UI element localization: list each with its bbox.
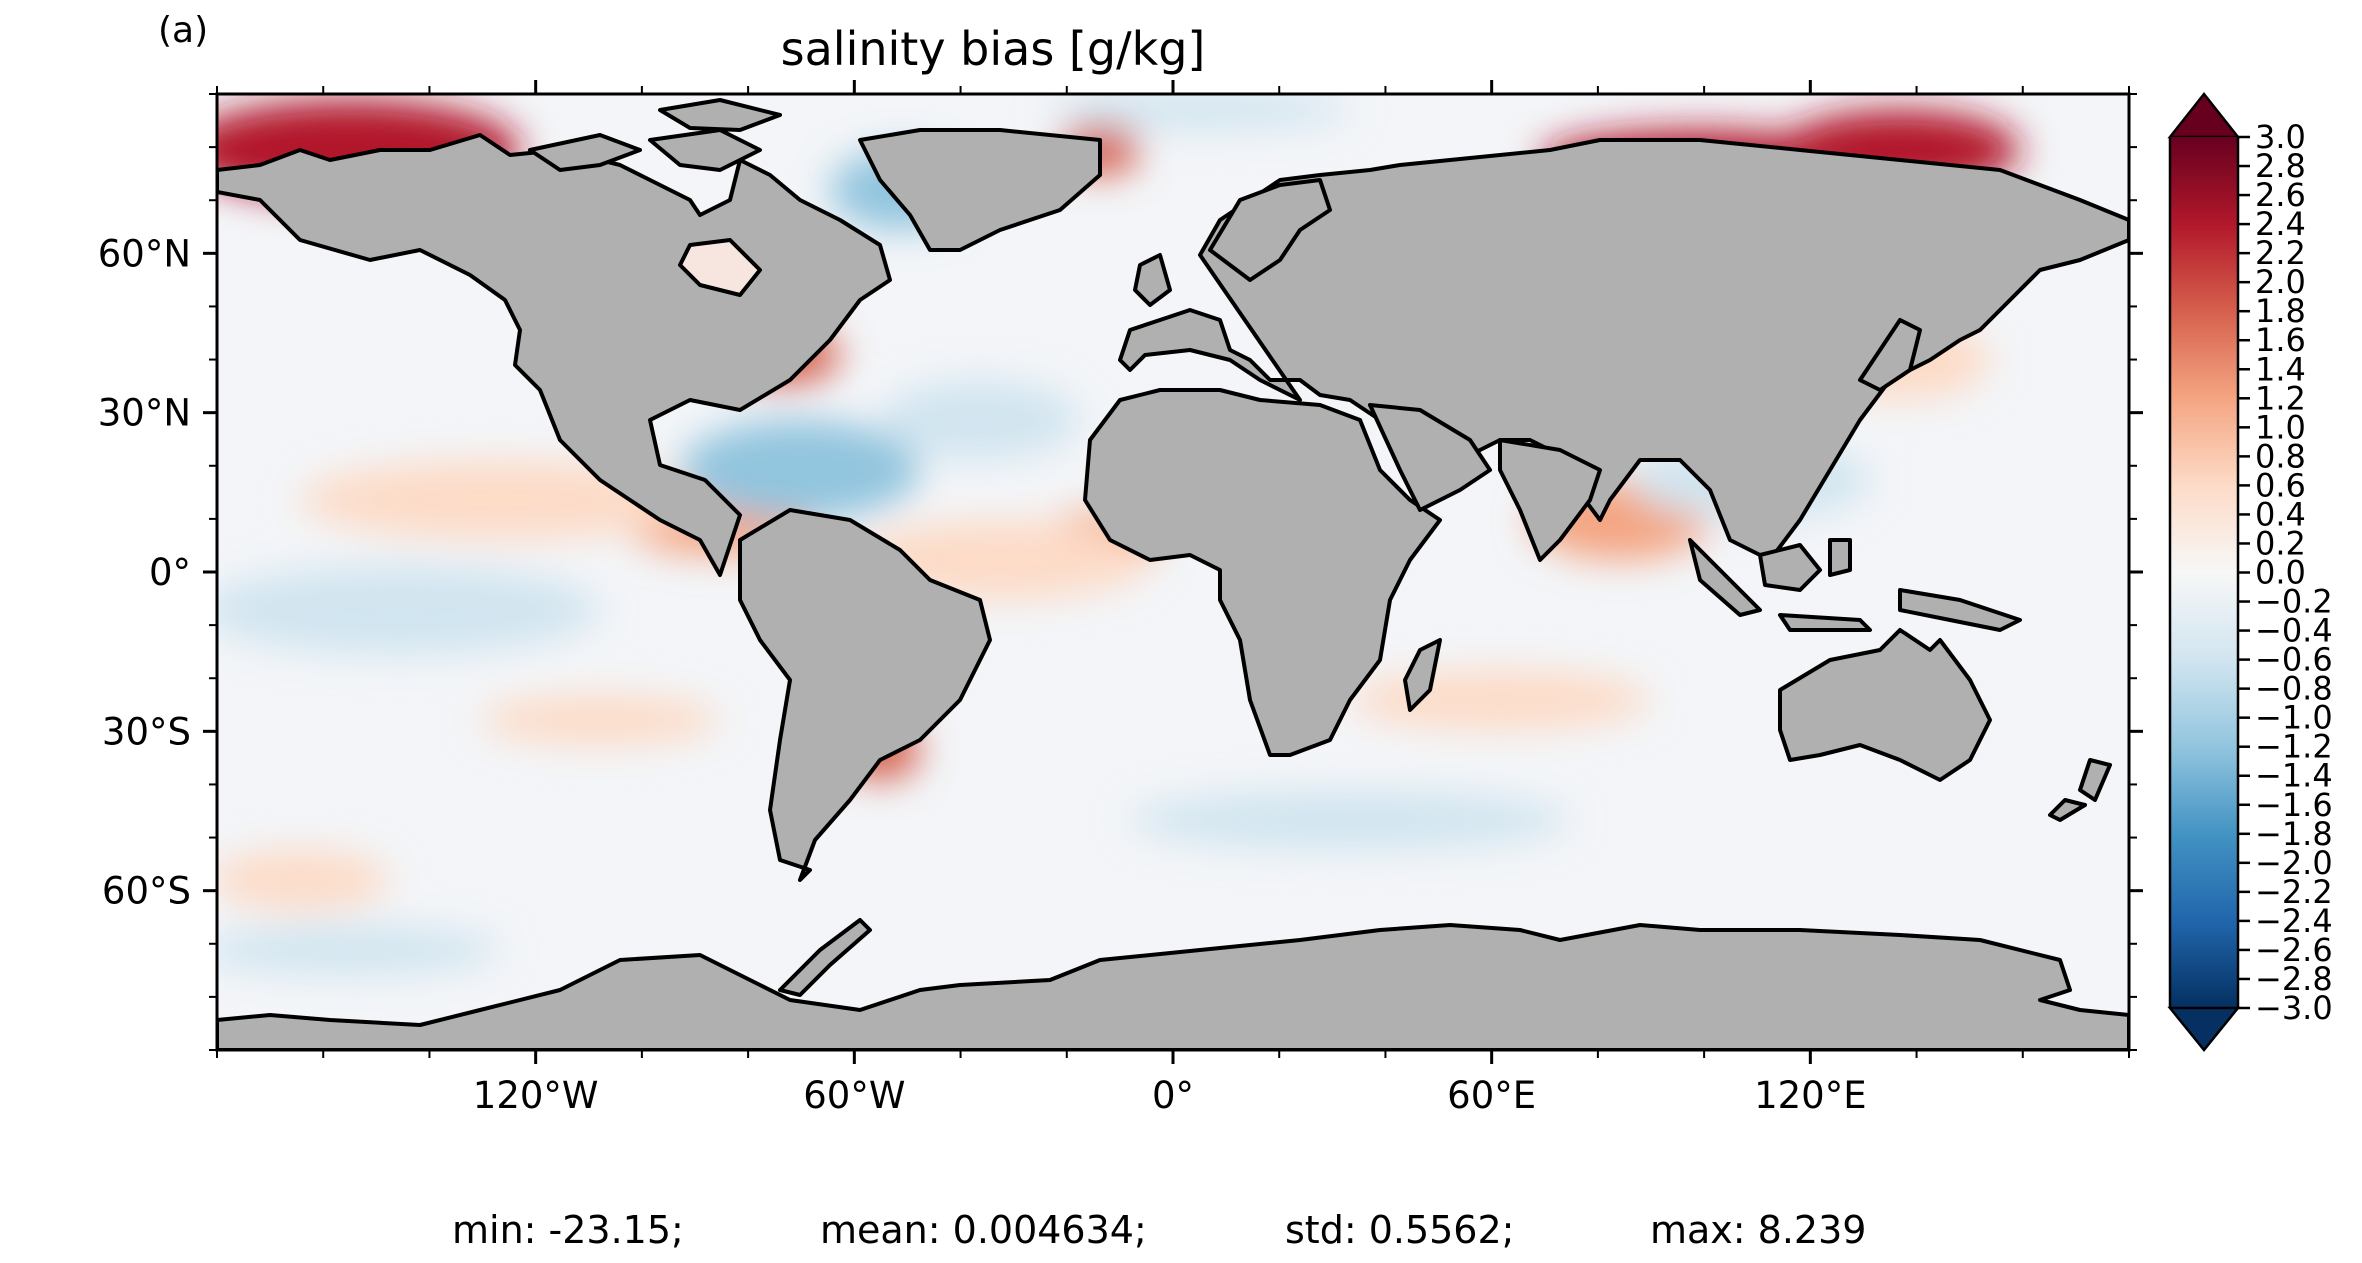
colorbar-tick-label: −0.4 — [2255, 612, 2333, 650]
lon-tick-label: 120°W — [473, 1074, 599, 1117]
colorbar-tick-label: −1.0 — [2255, 699, 2333, 737]
colorbar-tick-label: −1.4 — [2255, 757, 2333, 795]
new-guinea — [1898, 588, 2022, 632]
south-america — [738, 508, 992, 882]
colorbar-tick-label: 2.8 — [2255, 147, 2306, 185]
colorbar-tick-label: −2.8 — [2255, 960, 2333, 998]
colorbar: 3.02.82.62.42.22.01.81.61.41.21.00.80.60… — [2167, 91, 2333, 1052]
map-title: salinity bias [g/kg] — [0, 22, 2362, 76]
colorbar-gradient — [2170, 137, 2238, 1008]
colorbar-tick-label: 3.0 — [2255, 118, 2306, 156]
lat-tick-label: 30°S — [102, 710, 191, 753]
colorbar-tick-label: −1.2 — [2255, 728, 2333, 766]
japan — [1858, 318, 1922, 392]
colorbar-tick-label: 0.4 — [2255, 495, 2306, 533]
colorbar-tick-label: 1.4 — [2255, 350, 2306, 388]
great-britain — [1133, 253, 1172, 307]
stat-std: std: 0.5562; — [1285, 1208, 1515, 1252]
colorbar-tick-label: 1.6 — [2255, 321, 2306, 359]
latitude-axis: 60°N 30°N 0° 30°S 60°S — [98, 93, 2143, 1051]
colorbar-tick-label: −2.4 — [2255, 902, 2333, 940]
lon-tick-label: 60°E — [1447, 1074, 1536, 1117]
colorbar-tick-label: −2.6 — [2255, 931, 2333, 969]
colorbar-tick-label: 1.2 — [2255, 379, 2306, 417]
colorbar-tick-label: 2.6 — [2255, 176, 2306, 214]
colorbar-max-extension — [2167, 91, 2241, 139]
colorbar-tick-label: 1.0 — [2255, 408, 2306, 446]
new-zealand — [2048, 758, 2112, 822]
colorbar-tick-label: 2.0 — [2255, 263, 2306, 301]
lat-tick-label: 60°N — [98, 232, 191, 275]
greenland — [858, 128, 1102, 252]
antarctica — [217, 923, 2129, 1050]
lat-tick-label: 0° — [149, 551, 191, 594]
stat-min: min: -23.15; — [452, 1208, 684, 1252]
lat-tick-label: 60°S — [102, 870, 191, 913]
arabian-peninsula — [1368, 403, 1492, 512]
eurasia — [1118, 138, 2129, 562]
colorbar-tick-label: 0.2 — [2255, 524, 2306, 562]
colorbar-tick-label: −0.8 — [2255, 670, 2333, 708]
lon-tick-label: 0° — [1152, 1074, 1194, 1117]
colorbar-tick-label: −2.2 — [2255, 873, 2333, 911]
india — [1498, 438, 1602, 562]
colorbar-tick-label: −1.6 — [2255, 786, 2333, 824]
lat-tick-label: 30°N — [98, 392, 191, 435]
stat-max: max: 8.239 — [1650, 1208, 1867, 1252]
madagascar — [1403, 638, 1442, 712]
sumatra-borneo — [1688, 538, 1872, 632]
colorbar-tick-label: 2.2 — [2255, 234, 2306, 272]
hudson-bay — [678, 238, 762, 297]
colorbar-min-extension — [2167, 1006, 2241, 1052]
colorbar-ticks: 3.02.82.62.42.22.01.81.61.41.21.00.80.60… — [2238, 118, 2333, 1027]
map-title-text: salinity bias [g/kg] — [780, 22, 1206, 76]
colorbar-tick-label: −3.0 — [2255, 989, 2333, 1027]
scandinavia — [1208, 178, 1332, 282]
colorbar-tick-label: −2.0 — [2255, 844, 2333, 882]
africa — [1083, 388, 1442, 757]
stat-mean: mean: 0.004634; — [820, 1208, 1147, 1252]
australia — [1778, 628, 1992, 782]
canadian-archipelago — [528, 98, 782, 172]
longitude-axis: 120°W 60°W 0° 60°E 120°E — [216, 80, 2130, 1117]
colorbar-tick-label: −0.6 — [2255, 641, 2333, 679]
colorbar-tick-label: 0.6 — [2255, 466, 2306, 504]
lon-tick-label: 120°E — [1754, 1074, 1867, 1117]
colorbar-tick-label: 0.0 — [2255, 554, 2306, 592]
land-masses — [217, 98, 2129, 1050]
antarctic-peninsula — [778, 918, 872, 997]
lon-tick-label: 60°W — [803, 1074, 905, 1117]
colorbar-tick-label: −0.2 — [2255, 583, 2333, 621]
colorbar-tick-label: 1.8 — [2255, 292, 2306, 330]
panel-label: (a) — [158, 10, 209, 51]
colorbar-tick-label: 0.8 — [2255, 437, 2306, 475]
salinity-bias-field — [217, 94, 2129, 1050]
colorbar-tick-label: −1.8 — [2255, 815, 2333, 853]
colorbar-tick-label: 2.4 — [2255, 205, 2306, 243]
